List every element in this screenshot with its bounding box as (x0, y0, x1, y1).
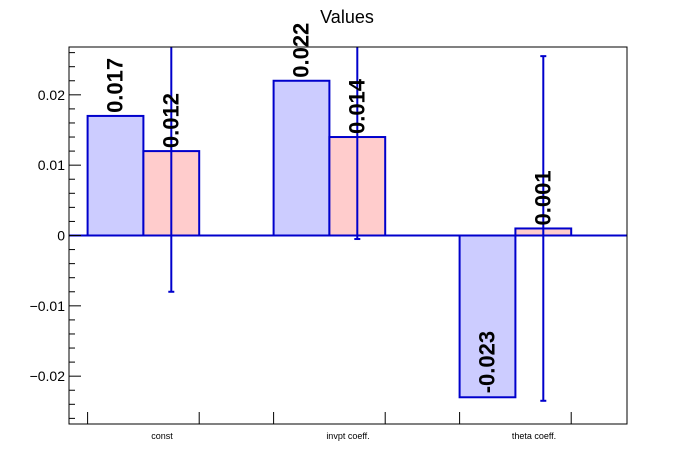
bar-s1-2 (272, 79, 331, 237)
value-label-s1-3: -0.023 (475, 331, 500, 393)
x-category-label: invpt coeff. (326, 431, 369, 441)
y-tick-label: −0.02 (30, 368, 66, 384)
bar-s1-1 (86, 114, 145, 237)
y-tick-label: 0.01 (38, 157, 65, 173)
labels-layer: 0.017 0.022 -0.023 0.012 0.014 0.001 (103, 23, 556, 394)
axes-layer: −0.02 −0.01 0 0.01 0.02 const invpt coeff. thet… (30, 46, 628, 441)
value-label-s1-1: 0.017 (103, 58, 128, 113)
value-label-s2-3: 0.001 (530, 170, 555, 225)
x-category-label: const (151, 431, 173, 441)
y-tick-label: 0 (57, 228, 65, 244)
value-label-s2-1: 0.012 (158, 93, 183, 148)
x-category-label: theta coeff. (512, 431, 556, 441)
errorbar-layer (168, 47, 547, 402)
value-label-s2-2: 0.014 (344, 78, 369, 134)
y-tick-label: 0.02 (38, 87, 65, 103)
y-tick-label: −0.01 (30, 298, 66, 314)
value-label-s1-2: 0.022 (289, 23, 314, 78)
chart-title: Values (320, 7, 374, 27)
